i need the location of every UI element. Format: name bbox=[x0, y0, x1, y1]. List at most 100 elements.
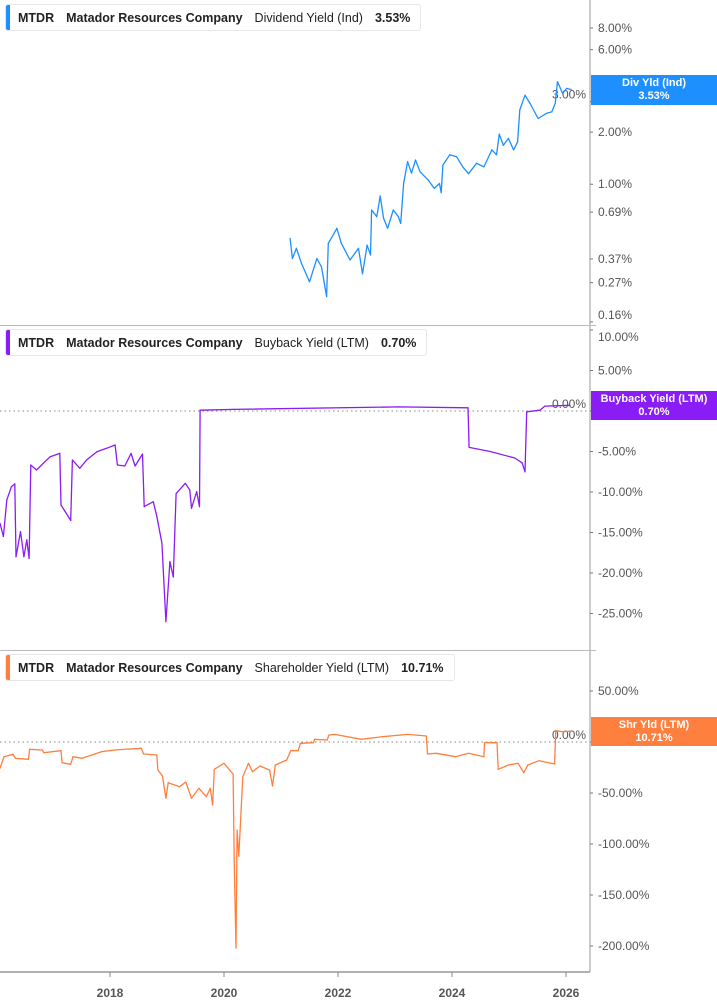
data-point bbox=[566, 87, 568, 89]
data-point bbox=[64, 510, 66, 512]
data-point bbox=[483, 756, 485, 758]
data-point bbox=[143, 753, 145, 755]
data-point bbox=[35, 469, 38, 471]
data-point bbox=[161, 542, 163, 544]
legend-value: 0.70% bbox=[380, 335, 417, 350]
current-value-tag-shareholder: Shr Yld (LTM) 10.71% bbox=[591, 717, 717, 746]
data-point bbox=[570, 730, 572, 732]
data-point bbox=[116, 464, 118, 466]
y-tick-label: 2.00% bbox=[598, 125, 632, 139]
data-point bbox=[60, 504, 62, 506]
data-point bbox=[198, 787, 200, 789]
data-point bbox=[539, 409, 541, 411]
data-point bbox=[184, 482, 186, 484]
data-point bbox=[387, 227, 389, 229]
data-point bbox=[43, 752, 45, 754]
data-point bbox=[326, 296, 328, 298]
data-point bbox=[442, 164, 444, 166]
data-point bbox=[70, 519, 72, 522]
data-point bbox=[498, 133, 500, 135]
y-tick-label: -15.00% bbox=[598, 526, 643, 540]
data-point bbox=[15, 556, 17, 558]
data-point bbox=[397, 216, 399, 218]
x-tick-label: 2022 bbox=[325, 986, 352, 1000]
data-point bbox=[551, 111, 553, 113]
data-point bbox=[467, 752, 470, 754]
data-point bbox=[392, 209, 394, 211]
data-point bbox=[483, 742, 486, 744]
data-point bbox=[316, 257, 318, 260]
data-point bbox=[232, 408, 234, 410]
data-point bbox=[12, 753, 14, 755]
data-point bbox=[286, 759, 288, 761]
y-tick-label: -5.00% bbox=[598, 445, 636, 459]
data-point bbox=[514, 457, 516, 459]
data-point bbox=[81, 757, 83, 759]
data-point bbox=[524, 94, 526, 96]
data-point bbox=[30, 464, 32, 466]
data-point bbox=[327, 242, 329, 244]
y-tick-label: -50.00% bbox=[598, 786, 643, 800]
data-point bbox=[495, 154, 498, 156]
data-point bbox=[517, 141, 519, 143]
data-point bbox=[42, 462, 44, 464]
y-tick-label: 0.00% bbox=[552, 397, 586, 411]
data-point bbox=[398, 406, 400, 408]
data-point bbox=[507, 137, 509, 139]
data-point bbox=[233, 865, 235, 868]
y-tick-label: 10.00% bbox=[598, 330, 639, 344]
data-point bbox=[134, 465, 136, 467]
data-point bbox=[23, 556, 25, 558]
data-point bbox=[544, 405, 546, 407]
data-point bbox=[196, 491, 198, 493]
data-point bbox=[167, 782, 169, 784]
data-point bbox=[438, 182, 441, 185]
data-point bbox=[467, 407, 469, 409]
tag-value: 3.53% bbox=[638, 90, 670, 102]
data-point bbox=[165, 621, 167, 623]
data-point bbox=[28, 557, 30, 560]
data-point bbox=[556, 81, 559, 83]
y-tick-label: 0.00% bbox=[552, 728, 586, 742]
data-point bbox=[414, 159, 417, 161]
data-point bbox=[425, 735, 427, 737]
data-point bbox=[336, 227, 338, 229]
data-point bbox=[59, 452, 61, 454]
legend-metric: Dividend Yield (Ind) bbox=[254, 10, 363, 25]
data-point bbox=[569, 404, 571, 406]
series-color-marker bbox=[6, 655, 10, 680]
data-point bbox=[427, 179, 429, 181]
legend-company: Matador Resources Company bbox=[66, 335, 243, 350]
data-point bbox=[0, 767, 1, 769]
data-point bbox=[320, 266, 323, 268]
data-point bbox=[10, 486, 12, 488]
data-point bbox=[290, 750, 292, 752]
tag-label: Shr Yld (LTM) bbox=[618, 719, 690, 731]
data-point bbox=[2, 535, 4, 538]
data-point bbox=[223, 762, 225, 764]
data-point bbox=[179, 786, 181, 788]
data-point bbox=[410, 172, 413, 174]
series-line-1 bbox=[0, 404, 571, 623]
data-point bbox=[366, 244, 368, 246]
series-line-2 bbox=[0, 730, 571, 949]
data-point bbox=[185, 781, 187, 783]
y-tick-label: 0.16% bbox=[598, 308, 632, 322]
data-point bbox=[141, 453, 144, 455]
data-point bbox=[440, 192, 442, 194]
data-point bbox=[130, 452, 132, 454]
data-point bbox=[400, 222, 402, 224]
y-tick-label: 6.00% bbox=[598, 43, 632, 57]
data-point bbox=[199, 409, 201, 411]
legend-dividend-yield: MTDR Matador Resources Company Dividend … bbox=[5, 4, 422, 31]
data-point bbox=[6, 499, 8, 501]
data-point bbox=[0, 522, 1, 524]
data-point bbox=[454, 756, 456, 758]
data-point bbox=[247, 762, 250, 764]
data-point bbox=[326, 739, 328, 741]
series-color-marker bbox=[6, 5, 10, 30]
data-point bbox=[161, 775, 164, 777]
data-point bbox=[497, 768, 499, 770]
y-tick-label: 0.27% bbox=[598, 276, 632, 290]
data-point bbox=[291, 257, 293, 260]
